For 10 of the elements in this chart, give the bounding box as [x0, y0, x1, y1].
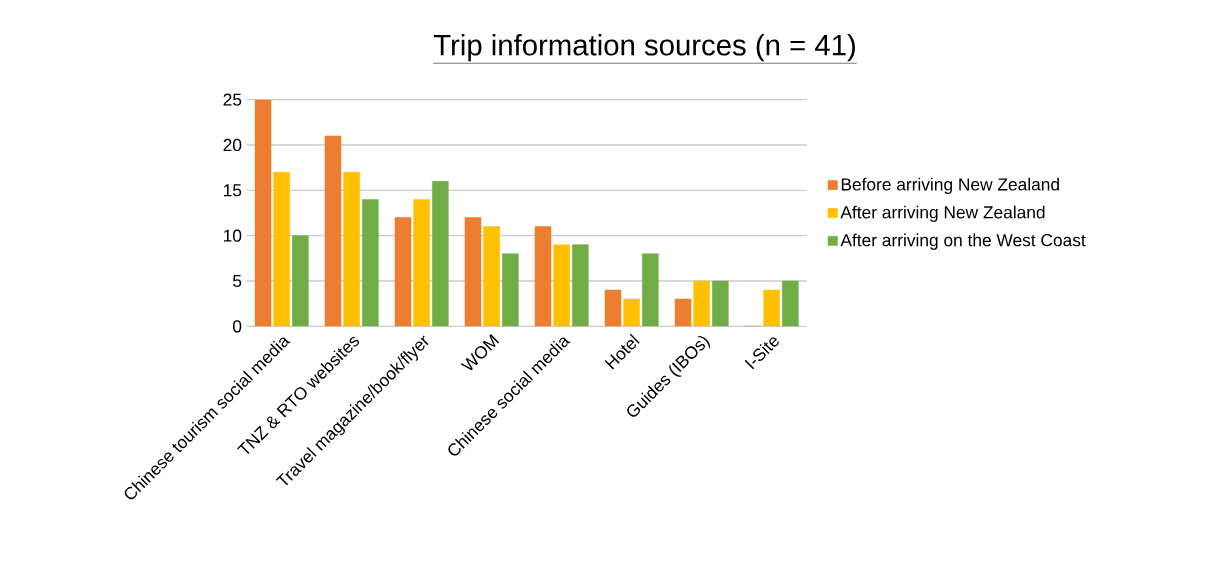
y-tick-label: 15 — [224, 184, 242, 197]
y-tick-label: 20 — [223, 138, 242, 152]
legend-label: After arriving New Zealand — [840, 205, 1045, 222]
y-tick-label: 5 — [233, 274, 242, 288]
y-tick-label: 25 — [223, 93, 242, 106]
y-tick-label: 0 — [232, 320, 242, 333]
y-tick-label: 10 — [224, 229, 242, 242]
chart-title: Trip information sources (n = 41) — [433, 34, 855, 62]
legend-label: Before arriving New Zealand — [841, 177, 1059, 194]
legend-label: After arriving on the West Coast — [840, 233, 1086, 250]
